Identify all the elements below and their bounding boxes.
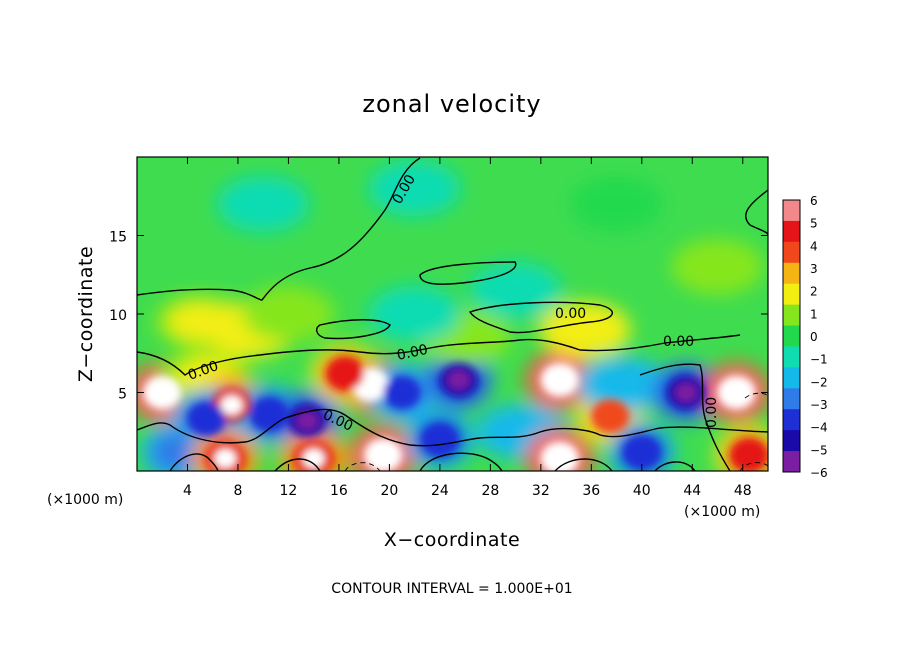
x-tick-label: 24 <box>431 483 449 499</box>
x-axis-label: X−coordinate <box>384 529 520 551</box>
y-axis: 5 10 15 <box>109 230 768 403</box>
x-tick-label: 8 <box>233 483 242 499</box>
field-core <box>187 402 226 436</box>
field-core <box>730 438 768 471</box>
field-region <box>151 431 199 471</box>
colorbar-swatch <box>783 346 800 368</box>
field-core <box>675 382 697 403</box>
x-unit-right: (×1000 m) <box>684 504 760 520</box>
field-core <box>383 376 421 409</box>
x-tick-label: 36 <box>582 483 600 499</box>
field-core <box>447 370 470 390</box>
colorbar-swatch <box>783 451 800 473</box>
x-axis: 4 8 12 16 20 24 28 32 36 40 44 48 <box>183 157 752 499</box>
x-tick-label: 40 <box>633 483 651 499</box>
field-core <box>296 411 319 431</box>
colorbar-label: −2 <box>810 375 828 389</box>
field-core <box>591 399 629 433</box>
plot-area: 0.00 0.00 0.00 0.00 0.00 0.00 0.00 <box>136 156 769 472</box>
field-core <box>421 423 459 457</box>
colorbar-swatch <box>783 200 800 222</box>
colorbar-swatch <box>783 367 800 389</box>
field-region <box>382 294 447 334</box>
contour-label: 0.00 <box>704 397 720 428</box>
velocity-cores <box>143 357 768 471</box>
colorbar-label: 6 <box>810 194 818 208</box>
colorbar-swatch <box>783 388 800 410</box>
field-core <box>250 397 289 431</box>
field-core <box>623 435 661 469</box>
contour-label: 0.00 <box>663 334 694 350</box>
x-tick-label: 44 <box>683 483 701 499</box>
colorbar: 6 5 4 3 2 1 0 −1 −2 −3 −4 −5 −6 <box>782 194 828 480</box>
field-region <box>256 294 321 334</box>
colorbar-label: 5 <box>810 217 818 231</box>
field-region <box>382 168 447 208</box>
field-core <box>220 395 243 415</box>
colorbar-swatch <box>783 430 800 452</box>
colorbar-label: 2 <box>810 285 818 299</box>
colorbar-swatch <box>783 220 800 243</box>
colorbar-label: −5 <box>810 443 828 457</box>
colorbar-label: −3 <box>810 398 828 412</box>
contour-label: 0.00 <box>396 342 430 364</box>
zero-contours <box>137 157 768 471</box>
colorbar-label: −6 <box>810 466 828 480</box>
field-region <box>231 184 296 224</box>
colorbar-swatch <box>783 325 800 347</box>
y-tick-label: 10 <box>109 308 127 324</box>
field-core <box>214 448 237 469</box>
field-region <box>483 270 548 311</box>
x-tick-label: 12 <box>280 483 298 499</box>
colorbar-swatch <box>783 241 800 264</box>
x-tick-label: 28 <box>481 483 499 499</box>
x-tick-label: 48 <box>734 483 752 499</box>
field-core <box>151 382 174 403</box>
colorbar-swatch <box>783 409 800 431</box>
colorbar-swatch <box>783 283 800 306</box>
y-axis-label: Z−coordinate <box>75 246 97 382</box>
colorbar-label: 3 <box>810 262 818 276</box>
y-tick-label: 5 <box>118 387 127 403</box>
field-core <box>302 448 325 469</box>
x-tick-label: 16 <box>330 483 348 499</box>
x-unit-left: (×1000 m) <box>47 492 123 508</box>
colorbar-label: 0 <box>810 330 818 344</box>
field-core <box>359 375 382 395</box>
colorbar-label: −4 <box>810 421 828 435</box>
field-region <box>590 365 656 405</box>
field-core <box>725 382 748 403</box>
field-region <box>584 184 649 224</box>
colorbar-swatch <box>783 304 800 327</box>
colorbar-label: 4 <box>810 239 818 253</box>
colorbar-swatch <box>783 262 800 285</box>
field-core <box>326 357 364 391</box>
colorbar-frame <box>782 199 801 473</box>
chart-title: zonal velocity <box>362 90 541 118</box>
x-tick-label: 4 <box>183 483 192 499</box>
field-core <box>548 370 571 390</box>
y-tick-label: 15 <box>109 230 127 246</box>
contour-label: 0.00 <box>555 306 586 322</box>
x-tick-label: 20 <box>380 483 398 499</box>
field-core <box>548 448 571 469</box>
contour-interval-note: CONTOUR INTERVAL = 1.000E+01 <box>331 581 572 597</box>
field-region <box>685 247 750 287</box>
colorbar-label: 1 <box>810 307 818 321</box>
dashed-contours <box>344 392 768 471</box>
field-core <box>372 445 394 465</box>
x-tick-label: 32 <box>532 483 550 499</box>
colorbar-label: −1 <box>810 353 828 367</box>
